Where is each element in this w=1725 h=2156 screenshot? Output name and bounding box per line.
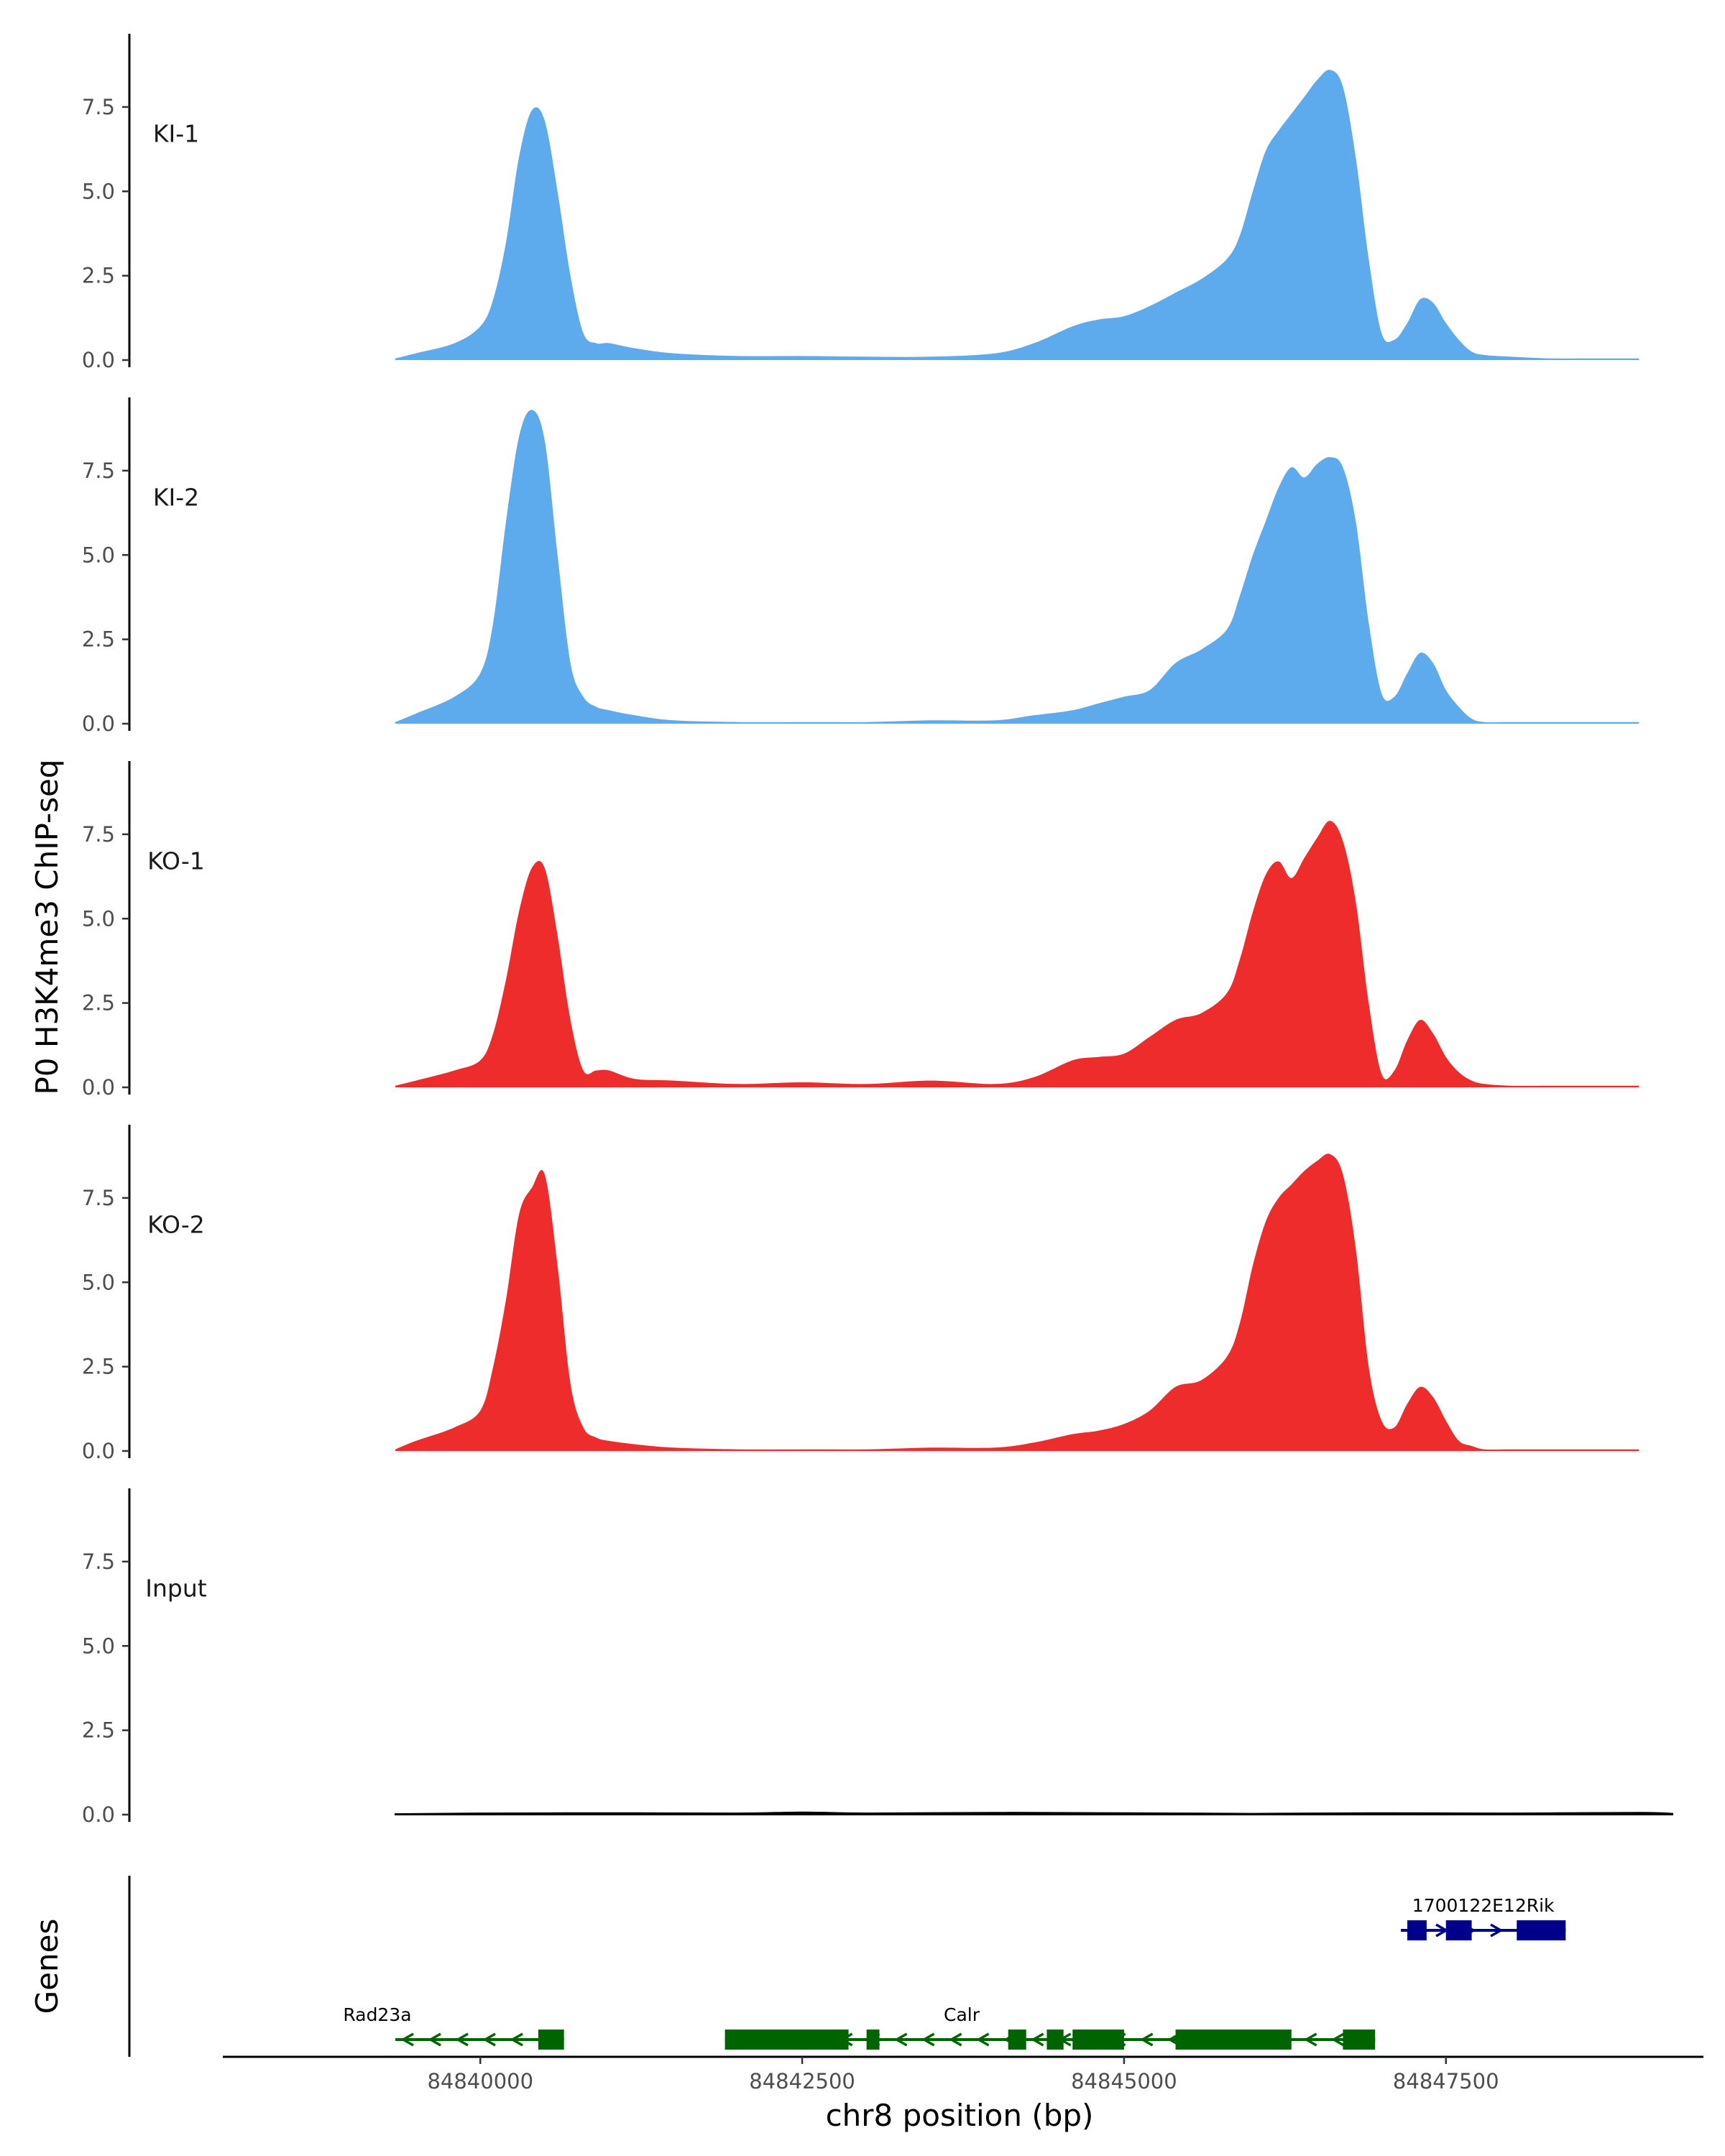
y-tick-label: 5.0 — [82, 1634, 115, 1658]
strand-arrow — [510, 2032, 523, 2047]
gene-label-calr: Calr — [944, 2004, 980, 2025]
exon — [1407, 1920, 1427, 1940]
strand-arrow — [1304, 2032, 1317, 2047]
y-tick-label: 0.0 — [82, 1075, 115, 1100]
coverage-area-input — [395, 1811, 1673, 1815]
strand-arrow — [949, 2032, 962, 2047]
strand-arrow — [976, 2032, 990, 2047]
strand-arrow — [1140, 2032, 1154, 2047]
y-tick-label: 0.0 — [82, 1802, 115, 1827]
y-tick-label: 2.5 — [82, 991, 115, 1015]
y-tick-label: 5.0 — [82, 1270, 115, 1294]
exon — [538, 2030, 564, 2050]
gene-1700122e12rik: 1700122E12Rik — [1401, 1895, 1566, 1940]
track-label-ki-2: KI-2 — [153, 484, 199, 512]
genes-track-label: Genes — [29, 1919, 65, 2014]
y-tick-label: 5.0 — [82, 543, 115, 567]
track-label-ko-2: KO-2 — [147, 1211, 205, 1239]
y-tick-label: 7.5 — [82, 822, 115, 847]
track-label-ki-1: KI-1 — [153, 120, 199, 148]
track-ko-1: 0.0 2.5 5.0 7.5 KO-1 — [82, 761, 1639, 1100]
strand-arrow — [1031, 2032, 1044, 2047]
y-tick-label: 2.5 — [82, 1718, 115, 1743]
strand-arrow — [400, 2032, 414, 2047]
strand-arrow — [1490, 1923, 1504, 1938]
x-tick-label: 84847500 — [1393, 2069, 1499, 2093]
genes-track: Genes Rad23a Calr 1700122E12Rik — [29, 1876, 1566, 2057]
y-tick-label: 0.0 — [82, 711, 115, 736]
strand-arrow — [921, 2032, 935, 2047]
track-ko-2: 0.0 2.5 5.0 7.5 KO-2 — [82, 1125, 1639, 1463]
gene-label-rad23a: Rad23a — [343, 2004, 411, 2025]
y-tick-label: 5.0 — [82, 906, 115, 931]
exon — [1008, 2030, 1026, 2050]
exon — [1517, 1920, 1566, 1940]
y-tick-label: 5.0 — [82, 179, 115, 203]
y-axis-title: P0 H3K4me3 ChIP-seq — [29, 759, 65, 1095]
x-tick-label: 84840000 — [427, 2069, 533, 2093]
gene-label-1700122e12rik: 1700122E12Rik — [1412, 1895, 1555, 1916]
strand-arrow — [455, 2032, 469, 2047]
strand-arrow — [894, 2032, 908, 2047]
y-tick-label: 2.5 — [82, 264, 115, 288]
x-axis: 84840000 84842500 84845000 84847500 — [223, 2055, 1703, 2093]
y-tick-label: 2.5 — [82, 1355, 115, 1379]
coverage-area-ki-2 — [395, 410, 1639, 724]
y-tick-label: 0.0 — [82, 348, 115, 372]
track-label-ko-1: KO-1 — [147, 847, 205, 875]
track-ki-2: 0.0 2.5 5.0 7.5 KI-2 — [82, 397, 1639, 736]
exon — [866, 2030, 880, 2050]
gene-calr: Calr — [724, 2004, 1376, 2050]
coverage-area-ko-1 — [395, 821, 1639, 1087]
gene-rad23a: Rad23a — [343, 2004, 564, 2050]
y-tick-label: 7.5 — [82, 1186, 115, 1210]
exon — [1445, 1920, 1472, 1940]
exon — [1175, 2030, 1292, 2050]
exon — [1343, 2030, 1376, 2050]
coverage-tracks: 0.0 2.5 5.0 7.5 KI-1 0.0 2.5 5.0 7.5 KI-2 0.0 2.5 5.… — [82, 34, 1673, 1827]
exon — [724, 2030, 849, 2050]
y-tick-label: 2.5 — [82, 627, 115, 652]
y-tick-label: 7.5 — [82, 459, 115, 483]
coverage-area-ki-1 — [395, 70, 1639, 360]
strand-arrow — [428, 2032, 441, 2047]
track-input: 0.0 2.5 5.0 7.5 Input — [82, 1488, 1673, 1827]
coverage-area-ko-2 — [395, 1153, 1639, 1451]
strand-arrow — [1331, 2032, 1345, 2047]
x-tick-label: 84842500 — [749, 2069, 855, 2093]
y-tick-label: 0.0 — [82, 1439, 115, 1463]
track-ki-1: 0.0 2.5 5.0 7.5 KI-1 — [82, 34, 1639, 372]
y-tick-label: 7.5 — [82, 95, 115, 119]
exon — [1046, 2030, 1064, 2050]
strand-arrow — [482, 2032, 496, 2047]
exon — [1072, 2030, 1124, 2050]
track-label-input: Input — [145, 1575, 207, 1603]
x-axis-title: chr8 position (bp) — [826, 2098, 1094, 2133]
y-tick-label: 7.5 — [82, 1549, 115, 1574]
x-tick-label: 84845000 — [1071, 2069, 1177, 2093]
